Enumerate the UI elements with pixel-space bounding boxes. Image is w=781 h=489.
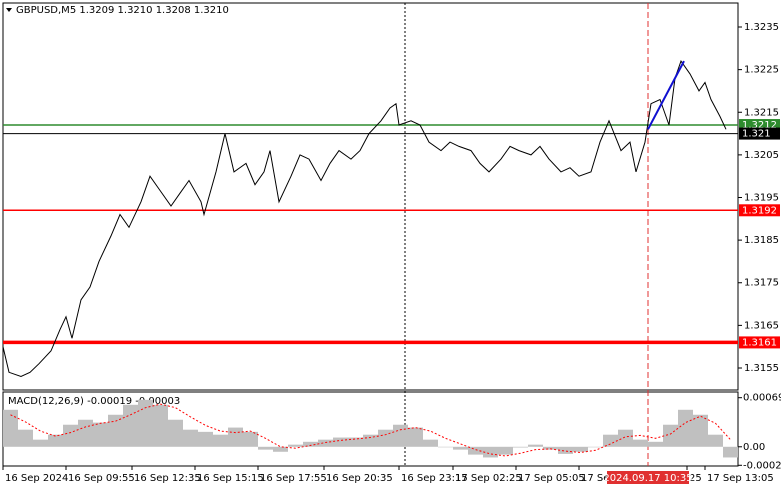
macd-bar <box>153 404 168 447</box>
x-tick-label: 17 Sep <box>581 473 616 484</box>
macd-bar <box>513 446 528 448</box>
macd-bar <box>363 434 378 447</box>
macd-bar <box>723 446 738 458</box>
macd-bar <box>318 439 333 447</box>
macd-bar <box>273 446 288 452</box>
macd-bar <box>378 429 393 447</box>
macd-bar <box>108 414 123 447</box>
macd-bar <box>48 434 63 447</box>
macd-bar <box>408 427 423 447</box>
chart-title: GBPUSD,M5 1.3209 1.3210 1.3208 1.3210 <box>16 5 229 16</box>
y-tick-label: 1.3225 <box>744 65 779 76</box>
macd-bar <box>543 446 558 450</box>
macd-bar <box>228 427 243 447</box>
x-tick-label: 17 Sep 05:05 <box>518 473 585 484</box>
macd-bar <box>483 446 498 458</box>
x-tick-label: 16 Sep 09:55 <box>68 473 135 484</box>
macd-bar <box>648 441 663 447</box>
macd-bar <box>693 414 708 447</box>
macd-bar <box>438 446 453 448</box>
x-tick-label: 16 Sep 12:35 <box>134 473 201 484</box>
price-level-label: 1.321 <box>742 129 771 140</box>
macd-bar <box>243 431 258 447</box>
y-tick-label: 0.00 <box>743 442 765 453</box>
x-tick-label: 16 Sep 17:55 <box>260 473 327 484</box>
x-tick-label: 25 <box>689 473 702 484</box>
x-tick-label: 16 Sep 20:35 <box>326 473 393 484</box>
macd-bar <box>183 429 198 447</box>
macd-bar <box>303 441 318 447</box>
macd-bar <box>618 429 633 447</box>
macd-bar <box>168 419 183 447</box>
macd-bar <box>528 444 543 447</box>
y-tick-label: 1.3215 <box>744 107 779 118</box>
y-tick-label: -0.00026 <box>743 460 781 471</box>
y-tick-label: 1.3195 <box>744 193 779 204</box>
y-tick-label: 1.3185 <box>744 235 779 246</box>
macd-bar <box>588 446 603 448</box>
macd-bar <box>63 424 78 447</box>
macd-bar <box>18 429 33 447</box>
macd-bar <box>498 446 513 455</box>
macd-bar <box>333 437 348 447</box>
x-tick-label: 17 Sep 02:25 <box>455 473 522 484</box>
macd-bar <box>3 409 18 447</box>
macd-bar <box>258 446 273 450</box>
y-tick-label: 1.3235 <box>744 22 779 33</box>
x-tick-label: 16 Sep 15:15 <box>197 473 264 484</box>
macd-bar <box>393 424 408 447</box>
price-level-label: 1.3212 <box>742 120 777 131</box>
macd-bar <box>138 399 153 447</box>
macd-title: MACD(12,26,9) -0.00019 -0.00003 <box>8 396 180 407</box>
y-tick-label: 1.3155 <box>744 363 779 374</box>
trend-line <box>647 60 685 130</box>
macd-bar <box>678 409 693 447</box>
price-level-label-bg <box>739 204 780 217</box>
price-level-label: 1.3161 <box>742 337 777 348</box>
x-tick-label: 17 Sep 13:05 <box>707 473 774 484</box>
macd-bar <box>468 446 483 455</box>
macd-bar <box>558 446 573 454</box>
price-level-label: 1.3192 <box>742 205 777 216</box>
cursor-time-bg <box>607 471 689 484</box>
symbol-icon <box>6 8 12 12</box>
macd-bar <box>348 437 363 447</box>
x-tick-label: 16 Sep 2024 <box>5 473 68 484</box>
macd-bar <box>603 434 618 447</box>
price-line <box>2 60 727 378</box>
macd-bar <box>198 431 213 447</box>
x-tick-label: 16 Sep 23:15 <box>401 473 468 484</box>
macd-bar <box>573 446 588 452</box>
macd-bar <box>423 439 438 447</box>
macd-bar <box>78 419 93 447</box>
macd-bar <box>123 404 138 447</box>
price-pane-frame <box>2 2 739 391</box>
macd-bar <box>213 434 228 447</box>
y-tick-label: 0.00069 <box>743 393 781 404</box>
macd-bar <box>633 439 648 447</box>
macd-bar <box>453 446 468 450</box>
macd-bar <box>663 424 678 447</box>
y-tick-label: 1.3175 <box>744 278 779 289</box>
macd-bar <box>288 444 303 447</box>
price-level-label-bg <box>739 127 780 140</box>
signal-line <box>10 403 731 457</box>
macd-bar <box>33 439 48 447</box>
macd-bar <box>708 434 723 447</box>
cursor-time-label: 2024.09.17 10:35 <box>603 473 692 484</box>
price-level-label-bg <box>739 336 780 349</box>
y-tick-label: 1.3205 <box>744 150 779 161</box>
y-tick-label: 1.3165 <box>744 320 779 331</box>
macd-bar <box>93 422 108 447</box>
